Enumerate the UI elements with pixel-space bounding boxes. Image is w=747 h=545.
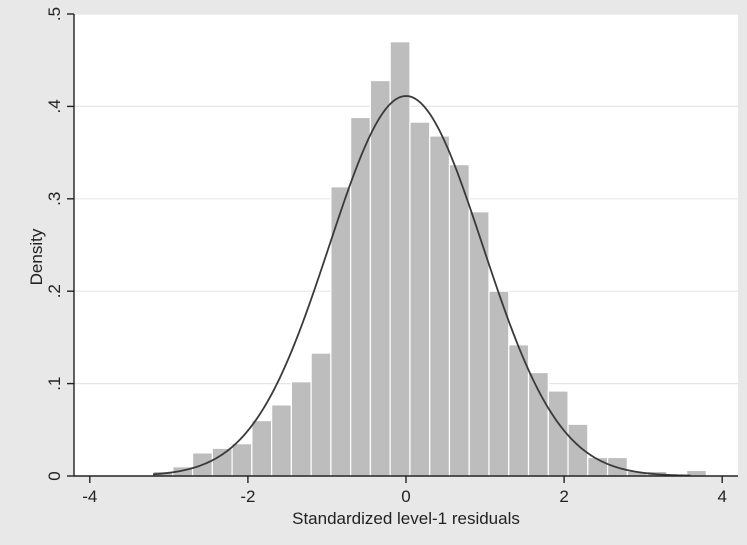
x-tick-label: 0: [401, 487, 410, 506]
y-tick-label: .1: [45, 377, 64, 391]
histogram-bar: [468, 211, 490, 477]
x-tick-label: -2: [240, 487, 255, 506]
y-tick-label: 0: [45, 471, 64, 480]
histogram-bar: [369, 79, 391, 477]
density-curve-layer: [152, 95, 691, 477]
y-tick-label: .4: [45, 99, 64, 113]
histogram-bar: [409, 121, 431, 477]
histogram-bar: [350, 116, 372, 477]
histogram-bar: [211, 447, 233, 477]
y-tick-label: .2: [45, 284, 64, 298]
histogram-bars: [152, 41, 707, 477]
x-axis-ticks: -4 -2 0 2 4: [82, 476, 727, 506]
x-tick-label: 2: [559, 487, 568, 506]
histogram-bar: [251, 419, 273, 477]
histogram-bar: [389, 41, 411, 477]
x-tick-label: 4: [717, 487, 726, 506]
histogram-bar: [271, 404, 292, 477]
normal-density-curve: [152, 95, 691, 477]
histogram-bar: [290, 381, 312, 477]
histogram-bar: [488, 290, 510, 477]
histogram-bar: [527, 371, 549, 477]
x-axis-title: Standardized level-1 residuals: [292, 509, 520, 528]
y-axis-title: Density: [27, 228, 46, 285]
histogram-bar: [231, 443, 253, 477]
y-tick-label: .3: [45, 192, 64, 206]
histogram-bar: [448, 164, 470, 477]
y-tick-label: .5: [45, 7, 64, 21]
y-axis-ticks: 0 .1 .2 .3 .4 .5: [45, 7, 74, 481]
x-tick-label: -4: [82, 487, 97, 506]
histogram-bar: [310, 352, 332, 477]
histogram-bar: [429, 135, 451, 477]
histogram-bar: [547, 390, 569, 477]
